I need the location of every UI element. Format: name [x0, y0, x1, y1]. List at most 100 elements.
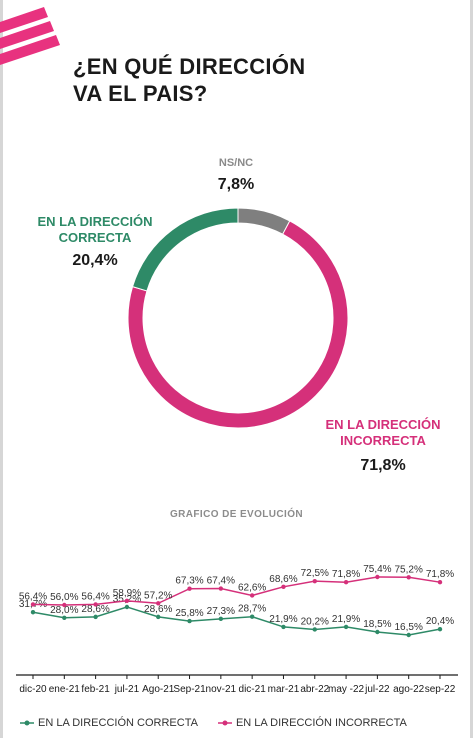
data-point-correct — [62, 615, 67, 620]
donut-slice-correct — [131, 207, 239, 292]
data-point-correct — [156, 614, 161, 620]
data-label-incorrect: 67,3% — [175, 576, 203, 587]
correct-label-name-line-2: CORRECTA — [58, 230, 132, 245]
data-point-incorrect — [124, 598, 130, 604]
data-point-correct — [312, 627, 317, 632]
data-point-correct — [343, 624, 349, 630]
data-label-correct: 20,2% — [301, 616, 329, 627]
evolution-line-chart: dic-20 ene-21 feb-21 jul-21 Ago-21 Sep-21 nov-… — [16, 564, 458, 695]
donut-slice-nsnc — [237, 207, 291, 235]
data-label-incorrect: 56,4% — [19, 591, 47, 602]
correct-label: EN LA DIRECCIÓN CORRECTA 20,4% — [20, 214, 170, 270]
incorrect-label-name-line-1: EN LA DIRECCIÓN — [325, 417, 441, 432]
x-tick-label: feb-21 — [81, 684, 110, 695]
data-point-incorrect — [437, 579, 443, 585]
data-label-incorrect: 71,8% — [332, 569, 360, 580]
data-label-incorrect: 56,4% — [81, 591, 109, 602]
correct-label-name-line-1: EN LA DIRECCIÓN — [37, 214, 153, 229]
x-tick-label: jul-21 — [114, 684, 140, 695]
data-label-correct: 28,6% — [81, 604, 109, 615]
data-point-incorrect — [249, 593, 255, 598]
data-label-correct: 25,8% — [175, 608, 203, 619]
data-label-correct: 28,6% — [144, 604, 172, 615]
data-point-incorrect — [156, 601, 161, 606]
data-label-correct: 21,9% — [269, 614, 297, 625]
legend-marker-incorrect-icon — [217, 720, 232, 726]
data-point-correct — [93, 614, 98, 620]
x-tick-label: ago-22 — [393, 684, 425, 695]
incorrect-label-name: EN LA DIRECCIÓN INCORRECTA — [308, 417, 458, 449]
donut-chart — [127, 207, 349, 429]
x-tick-label: nov-21 — [206, 684, 237, 695]
nsnc-label: NS/NC 7,8% — [196, 157, 276, 194]
data-label-incorrect: 68,6% — [269, 574, 297, 585]
legend-item-correct: EN LA DIRECCIÓN CORRECTA — [20, 717, 198, 729]
x-tick-label: mar-21 — [268, 684, 300, 695]
data-point-correct — [124, 604, 130, 610]
data-label-incorrect: 72,5% — [301, 568, 329, 579]
data-label-incorrect: 56,0% — [50, 592, 78, 603]
data-label-incorrect: 58,9% — [113, 588, 141, 599]
data-point-incorrect — [62, 602, 67, 608]
x-tick-label: abr-22 — [300, 684, 329, 695]
page-title: ¿EN QUÉ DIRECCIÓN VA EL PAIS? — [73, 53, 403, 107]
data-point-correct — [249, 614, 255, 619]
x-tick-label: dic-20 — [19, 684, 47, 695]
data-label-correct: 16,5% — [395, 622, 423, 633]
data-point-incorrect — [218, 586, 224, 591]
data-point-correct — [281, 624, 286, 630]
data-point-correct — [375, 629, 380, 635]
brand-logo-icon — [0, 7, 60, 65]
data-label-correct: 27,3% — [207, 606, 235, 617]
data-point-correct — [437, 626, 443, 632]
data-point-correct — [218, 616, 224, 622]
data-point-correct — [187, 618, 192, 624]
data-point-correct — [30, 610, 36, 615]
data-label-correct: 28,0% — [50, 605, 78, 616]
page-title-line-1: ¿EN QUÉ DIRECCIÓN — [73, 54, 306, 79]
data-label-correct: 20,4% — [426, 616, 454, 627]
incorrect-label-value: 71,8% — [360, 457, 406, 474]
evolution-legend: EN LA DIRECCIÓN CORRECTA EN LA DIRECCIÓN… — [20, 715, 460, 731]
data-point-incorrect — [406, 575, 411, 580]
data-point-incorrect — [343, 579, 349, 585]
x-tick-label: dic-21 — [239, 684, 267, 695]
data-point-correct — [406, 632, 411, 638]
data-label-incorrect: 57,2% — [144, 590, 172, 601]
data-label-incorrect: 67,4% — [207, 576, 235, 587]
evolution-chart-title: GRAFICO DE EVOLUCIÓN — [169, 509, 303, 520]
correct-label-value: 20,4% — [72, 252, 118, 269]
data-point-incorrect — [30, 602, 36, 607]
correct-label-name: EN LA DIRECCIÓN CORRECTA — [20, 214, 170, 246]
data-point-incorrect — [187, 586, 192, 591]
incorrect-label: EN LA DIRECCIÓN INCORRECTA 71,8% — [308, 417, 458, 475]
data-point-incorrect — [375, 574, 380, 580]
data-point-incorrect — [312, 578, 317, 584]
data-label-incorrect: 71,8% — [426, 569, 454, 580]
legend-label-incorrect: EN LA DIRECCIÓN INCORRECTA — [235, 717, 407, 729]
legend-label-correct: EN LA DIRECCIÓN CORRECTA — [38, 717, 198, 729]
legend-item-incorrect: EN LA DIRECCIÓN INCORRECTA — [217, 717, 407, 729]
data-label-incorrect: 62,6% — [238, 582, 266, 593]
legend-marker-correct-icon — [20, 720, 34, 726]
x-tick-label: jul-22 — [364, 684, 390, 695]
data-label-incorrect: 75,4% — [363, 564, 391, 575]
data-point-incorrect — [93, 602, 98, 607]
nsnc-label-name: NS/NC — [218, 157, 254, 169]
page-title-line-2: VA EL PAIS? — [73, 81, 208, 106]
x-tick-label: Ago-21 — [142, 684, 175, 695]
x-tick-label: may -22 — [328, 684, 365, 695]
incorrect-label-name-line-2: INCORRECTA — [340, 433, 426, 448]
data-label-correct: 18,5% — [363, 619, 391, 630]
series-line-incorrect — [32, 576, 441, 606]
nsnc-label-value: 7,8% — [217, 176, 255, 193]
x-tick-label: ene-21 — [49, 684, 81, 695]
data-point-incorrect — [281, 584, 286, 590]
x-tick-label: Sep-21 — [173, 684, 206, 695]
x-tick-label: sep-22 — [425, 684, 456, 695]
data-label-incorrect: 75,2% — [395, 564, 423, 575]
data-label-correct: 21,9% — [332, 614, 360, 625]
series-line-correct — [32, 606, 441, 636]
data-label-correct: 28,7% — [238, 604, 266, 615]
